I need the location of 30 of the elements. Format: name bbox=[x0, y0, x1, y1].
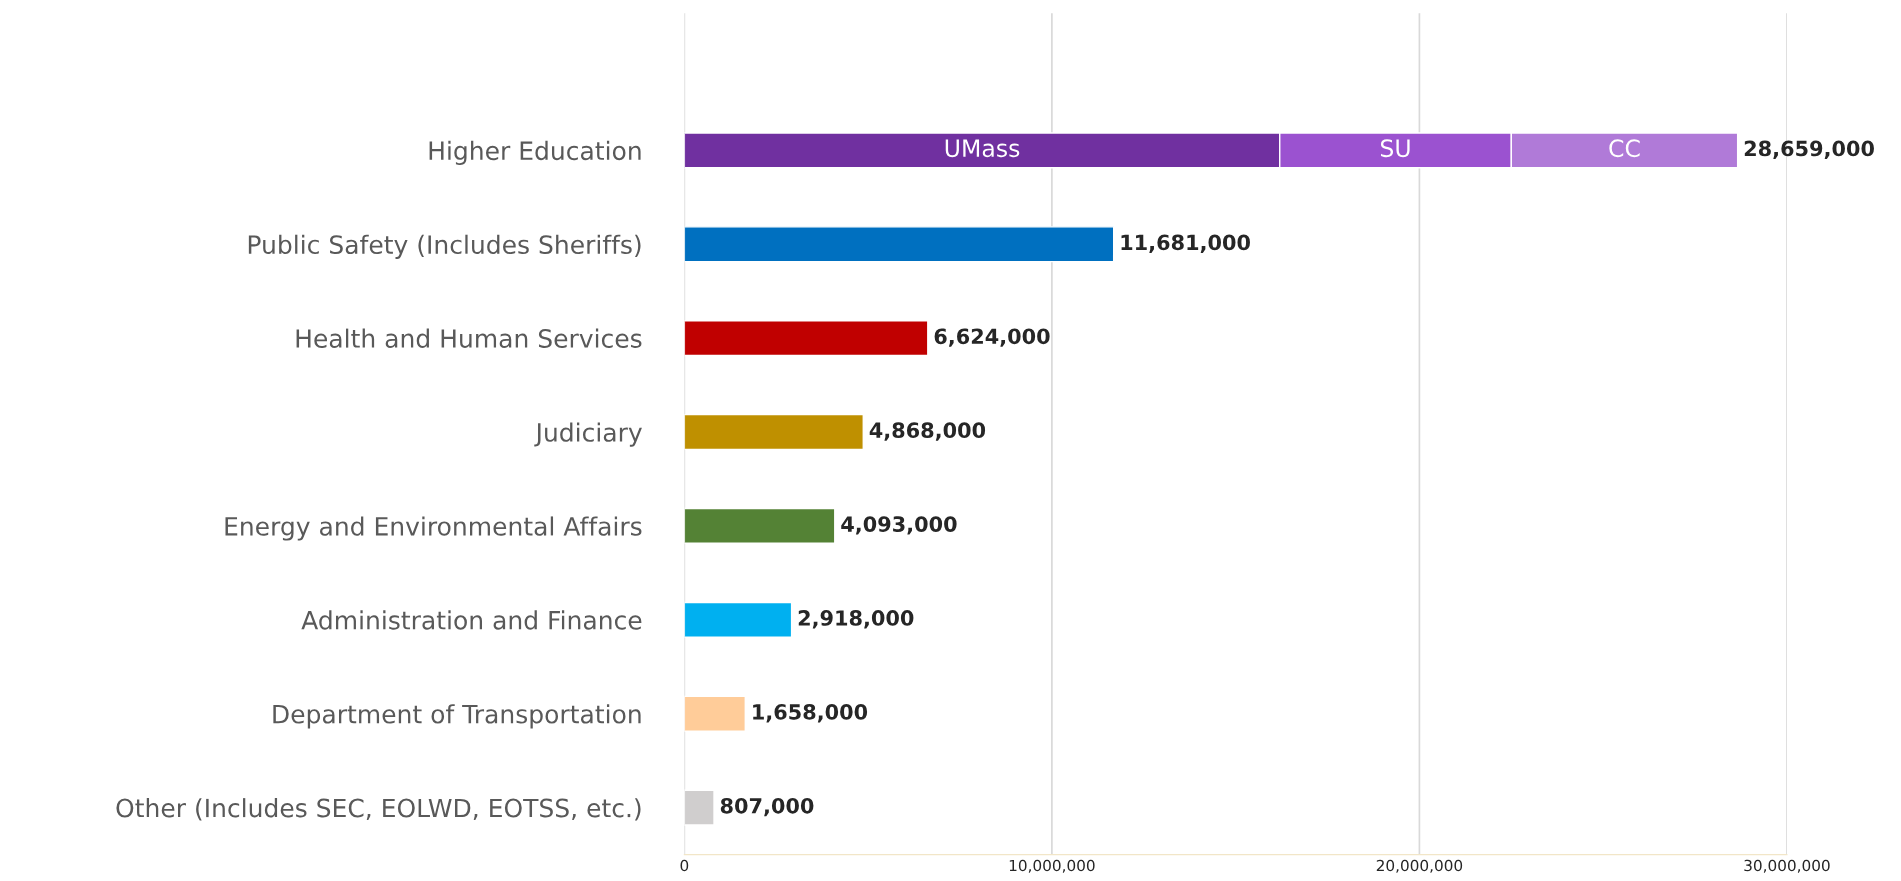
y-tick-label: Health and Human Services bbox=[296, 328, 642, 348]
total-label: 2,918,000 bbox=[798, 610, 914, 629]
y-tick-label: Energy and Environmental Affairs bbox=[225, 516, 642, 541]
y-tick-label: Department of Transportation bbox=[273, 704, 641, 729]
y-tick-label: Other (Includes SEC, EOLWD, EOTSS, etc.) bbox=[116, 798, 641, 821]
series-label: SU bbox=[1380, 139, 1410, 158]
total-label: 807,000 bbox=[720, 797, 814, 817]
series-label: UMass bbox=[945, 139, 1020, 158]
y-tick-label: Public Safety (Includes Sheriffs) bbox=[248, 234, 641, 259]
bar bbox=[684, 507, 836, 544]
bar bbox=[684, 413, 864, 451]
x-tick-label: 0 bbox=[680, 859, 689, 872]
y-tick-label: Judiciary bbox=[534, 422, 642, 447]
x-tick-label: 20,000,000 bbox=[1376, 859, 1463, 873]
y-tick-label: Administration and Finance bbox=[301, 610, 642, 630]
total-label: 6,624,000 bbox=[934, 328, 1050, 347]
total-label: 11,681,000 bbox=[1121, 234, 1250, 253]
x-tick-label: 30,000,000 bbox=[1744, 859, 1830, 873]
bar bbox=[684, 695, 746, 732]
bar bbox=[684, 320, 929, 357]
bar bbox=[684, 789, 715, 826]
bar bbox=[684, 601, 793, 638]
total-label: 28,659,000 bbox=[1744, 140, 1874, 160]
y-tick-label: Higher Education bbox=[429, 140, 641, 166]
total-label: 4,868,000 bbox=[869, 422, 986, 441]
series-label: CC bbox=[1609, 139, 1640, 158]
total-label: 1,658,000 bbox=[753, 704, 868, 723]
bar bbox=[684, 226, 1115, 263]
x-tick-label: 10,000,000 bbox=[1009, 859, 1095, 873]
total-label: 4,093,000 bbox=[841, 516, 957, 535]
